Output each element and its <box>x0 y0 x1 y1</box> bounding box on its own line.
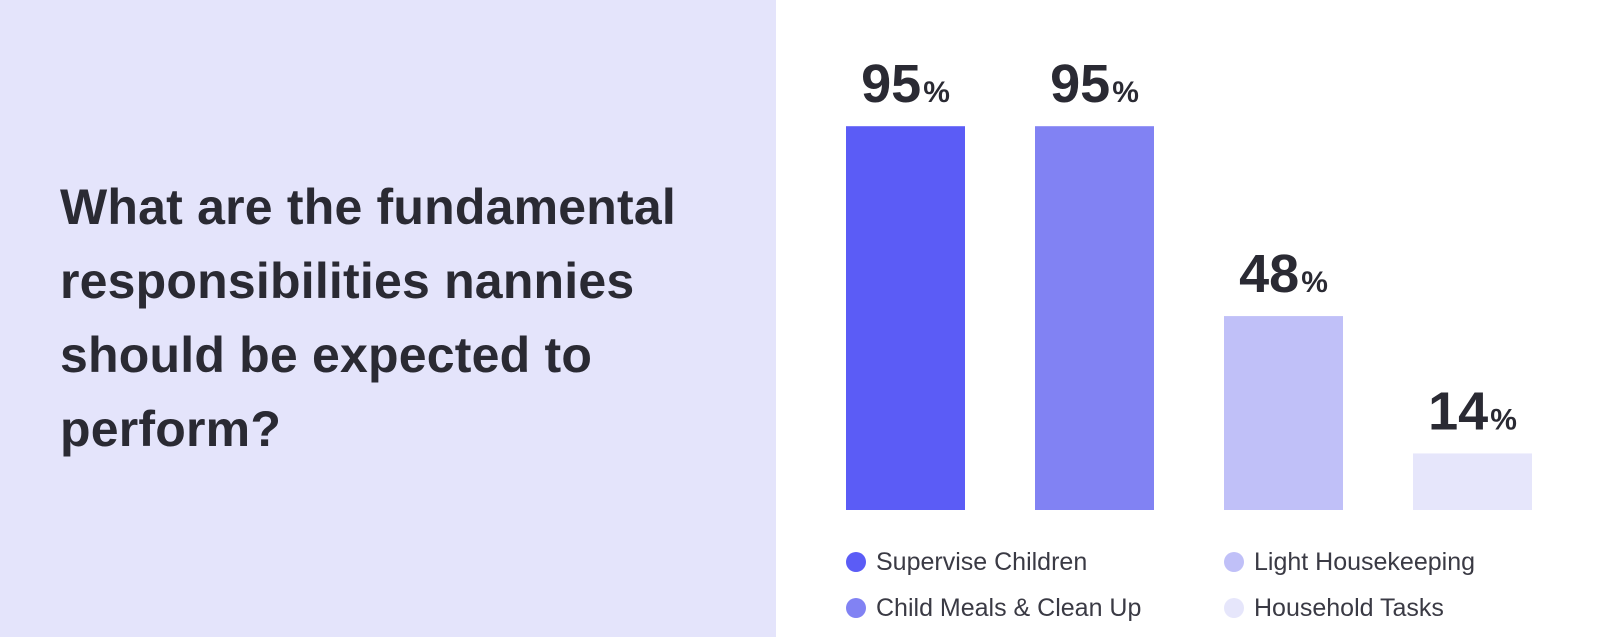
bar-0 <box>846 126 965 510</box>
bar-value-unit-0: % <box>923 76 950 109</box>
bar-value-number-1: 95 <box>1050 54 1110 114</box>
bar-3 <box>1413 453 1532 510</box>
bar-value-unit-2: % <box>1301 266 1328 299</box>
chart-legend: Supervise Children Child Meals & Clean Up… <box>846 540 1566 640</box>
bar-value-unit-1: % <box>1112 76 1139 109</box>
bar-value-unit-3: % <box>1490 403 1517 436</box>
bar-value-label-3: 14% <box>1428 381 1517 441</box>
legend-swatch-3 <box>1224 598 1244 618</box>
bar-value-number-2: 48 <box>1239 244 1299 304</box>
bar-value-label-1: 95% <box>1050 54 1139 114</box>
legend-label-1: Child Meals & Clean Up <box>876 593 1142 622</box>
legend-swatch-0 <box>846 552 866 572</box>
legend-swatch-1 <box>846 598 866 618</box>
bar-value-label-0: 95% <box>861 54 950 114</box>
legend-swatch-2 <box>1224 552 1244 572</box>
question-title: What are the fundamental responsibilitie… <box>60 179 676 457</box>
left-panel: What are the fundamental responsibilitie… <box>0 0 776 637</box>
legend-label-2: Light Housekeeping <box>1254 547 1475 576</box>
bar-value-number-3: 14 <box>1428 381 1488 441</box>
legend-item-3: Household Tasks <box>1224 586 1444 630</box>
bar-1 <box>1035 126 1154 510</box>
legend-label-3: Household Tasks <box>1254 593 1444 622</box>
legend-item-1: Child Meals & Clean Up <box>846 586 1141 630</box>
bar-value-label-2: 48% <box>1239 244 1328 304</box>
legend-label-0: Supervise Children <box>876 547 1088 576</box>
legend-item-2: Light Housekeeping <box>1224 540 1475 584</box>
bar-2 <box>1224 316 1343 510</box>
bar-value-number-0: 95 <box>861 54 921 114</box>
legend-item-0: Supervise Children <box>846 540 1087 584</box>
